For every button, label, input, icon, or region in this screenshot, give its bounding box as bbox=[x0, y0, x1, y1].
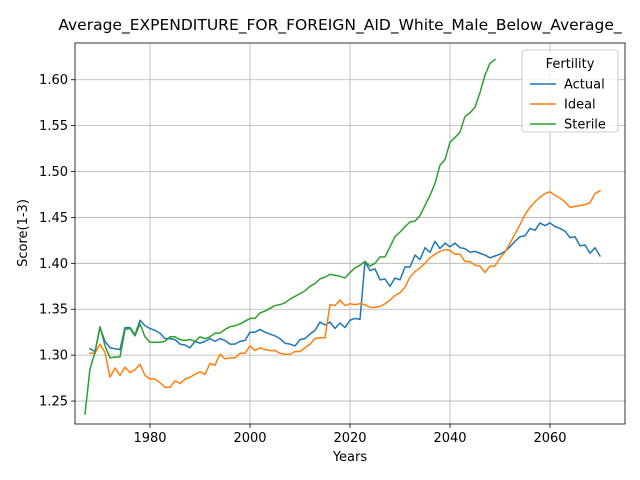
series-lines bbox=[84, 58, 602, 415]
y-tick-label: 1.60 bbox=[39, 73, 68, 88]
x-tick-label: 2040 bbox=[433, 431, 466, 446]
legend-title: Fertility bbox=[546, 57, 595, 72]
series-line-ideal bbox=[89, 189, 602, 389]
chart-title: Average_EXPENDITURE_FOR_FOREIGN_AID_Whit… bbox=[58, 16, 622, 35]
y-axis-ticks: 1.25 1.30 1.35 1.40 1.45 1.50 1.55 1.60 bbox=[39, 73, 75, 410]
y-tick-label: 1.50 bbox=[39, 165, 68, 180]
legend-label-ideal: Ideal bbox=[564, 98, 596, 113]
y-tick-label: 1.25 bbox=[39, 395, 68, 410]
x-tick-label: 2020 bbox=[333, 431, 366, 446]
y-tick-label: 1.30 bbox=[39, 349, 68, 364]
y-tick-label: 1.40 bbox=[39, 257, 68, 272]
legend: Fertility Actual Ideal Sterile bbox=[521, 49, 619, 133]
y-tick-label: 1.45 bbox=[39, 211, 68, 226]
x-tick-label: 1980 bbox=[133, 431, 166, 446]
legend-label-actual: Actual bbox=[564, 78, 605, 93]
legend-box bbox=[521, 49, 619, 133]
y-tick-label: 1.35 bbox=[39, 303, 68, 318]
y-tick-label: 1.55 bbox=[39, 119, 68, 134]
x-axis-ticks: 1980 2000 2020 2040 2060 bbox=[133, 424, 567, 446]
x-tick-label: 2000 bbox=[233, 431, 266, 446]
legend-label-sterile: Sterile bbox=[564, 118, 606, 133]
series-line-actual bbox=[88, 222, 602, 353]
grid-lines bbox=[75, 43, 625, 424]
x-tick-label: 2060 bbox=[533, 431, 566, 446]
y-axis-label: Score(1-3) bbox=[16, 199, 31, 267]
series-line-sterile bbox=[84, 58, 497, 415]
x-axis-label: Years bbox=[332, 450, 368, 465]
